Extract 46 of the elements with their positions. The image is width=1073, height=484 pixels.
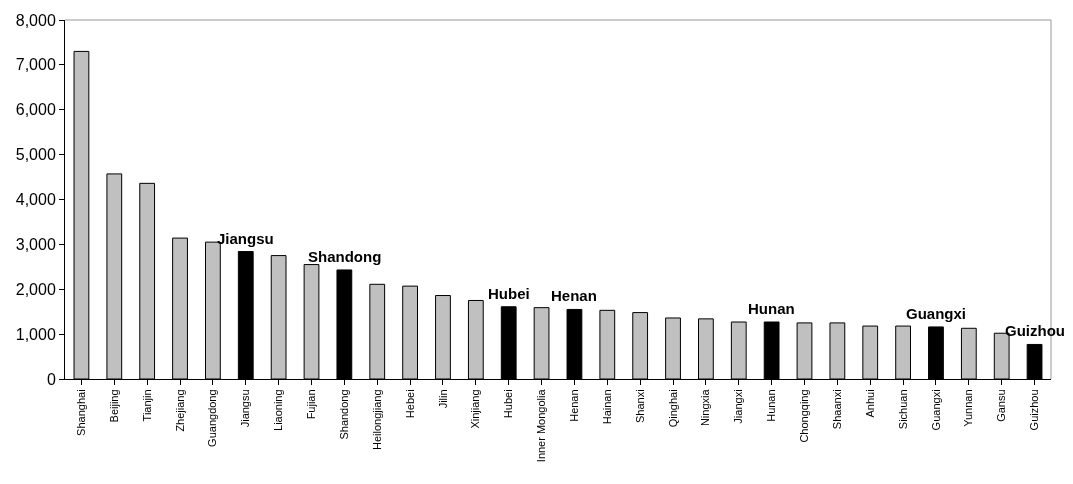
x-tick-label: Jilin — [436, 389, 449, 409]
x-tick-label: Shanxi — [633, 389, 646, 424]
x-tick-label: Inner Mongolia — [535, 388, 548, 463]
x-tick-label: Anhui — [863, 389, 876, 418]
y-tick-label: 7,000 — [15, 56, 56, 74]
y-tick-label: 0 — [46, 370, 56, 388]
annotation: Shandong — [308, 248, 382, 265]
annotation: Henan — [551, 287, 597, 304]
x-tick-label: Guangxi — [929, 389, 942, 431]
x-tick-label: Zhejiang — [173, 389, 186, 432]
y-tick-label: 1,000 — [15, 325, 56, 343]
y-tick-label: 8,000 — [15, 11, 56, 29]
x-tick-label: Sichuan — [896, 389, 909, 430]
x-tick-label: Guizhou — [1028, 389, 1041, 431]
x-tick-label: Xinjiang — [469, 389, 482, 429]
annotation: Jiangsu — [217, 230, 274, 247]
x-tick-label: Yunnan — [962, 389, 975, 427]
x-tick-label: Ningxia — [699, 388, 712, 427]
y-tick-label: 4,000 — [15, 191, 56, 209]
annotation: Hunan — [748, 300, 795, 317]
x-tick-label: Shaanxi — [830, 389, 843, 430]
y-tick-label: 5,000 — [15, 146, 56, 164]
x-tick-label: Gansu — [995, 389, 1008, 422]
y-tick-label: 6,000 — [15, 101, 56, 119]
y-tick-label: 2,000 — [15, 280, 56, 298]
x-tick-label: Guangdong — [206, 389, 219, 447]
x-tick-label: Jiangsu — [239, 389, 252, 428]
x-tick-label: Shanghai — [75, 389, 87, 436]
y-tick-label: 3,000 — [15, 235, 56, 253]
x-tick-label: Beijing — [107, 389, 120, 423]
x-tick-label: Shandong — [337, 389, 350, 440]
x-tick-label: Chongqing — [798, 389, 811, 443]
x-tick-label: Fujian — [305, 389, 318, 420]
x-tick-label: Liaoning — [272, 389, 285, 431]
x-tick-label: Hebei — [403, 389, 416, 419]
annotation: Guizhou — [1005, 322, 1065, 339]
x-tick-label: Henan — [568, 389, 581, 422]
x-tick-label: Hubei — [502, 389, 515, 419]
x-tick-label: Jiangxi — [732, 389, 745, 424]
x-tick-label: Tianjin — [140, 389, 153, 422]
x-tick-label: Hunan — [765, 389, 778, 422]
annotation: Hubei — [488, 285, 530, 302]
x-tick-label: Qinghai — [666, 389, 679, 428]
x-tick-label: Hainan — [600, 389, 613, 425]
x-tick-label: Heilongjiang — [370, 389, 383, 450]
annotation: Guangxi — [906, 305, 967, 322]
